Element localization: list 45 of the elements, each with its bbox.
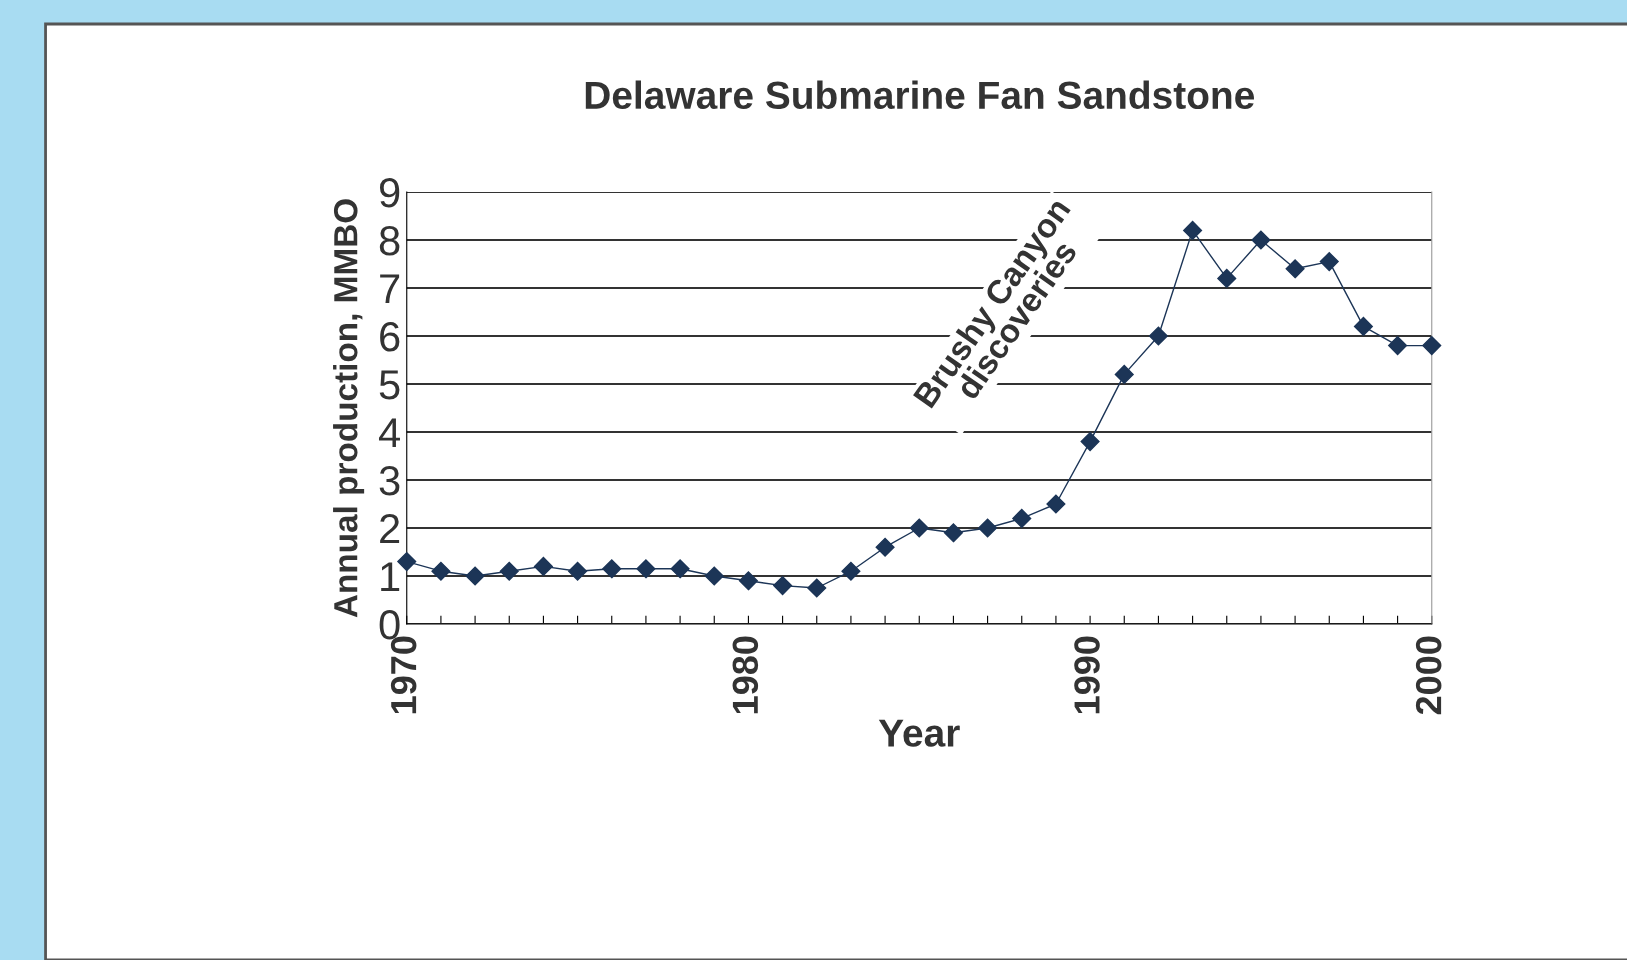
point <box>773 576 793 596</box>
y-tick-label: 2 <box>380 514 400 544</box>
point <box>704 566 724 586</box>
point <box>602 559 622 579</box>
point <box>1319 252 1339 272</box>
point <box>1046 494 1066 514</box>
point <box>1183 220 1203 240</box>
point <box>1422 336 1442 356</box>
point <box>978 518 998 538</box>
y-tick-label: 4 <box>378 418 400 448</box>
point <box>841 561 861 581</box>
point <box>533 556 553 576</box>
point <box>909 518 929 538</box>
point <box>636 559 656 579</box>
point <box>807 578 827 598</box>
y-axis-title: Annual production, MMBO <box>333 199 365 618</box>
y-tick-label: 1 <box>381 562 400 592</box>
point <box>738 571 758 591</box>
point <box>1114 364 1134 384</box>
y-tick-label: 5 <box>379 370 400 400</box>
x-axis-title: Year <box>878 719 960 747</box>
point <box>1217 268 1237 288</box>
point <box>499 561 519 581</box>
point <box>1012 508 1032 528</box>
y-tick-label: 7 <box>380 274 400 304</box>
point <box>431 561 451 581</box>
y-tick-label: 9 <box>379 178 400 208</box>
y-tick-label: 6 <box>380 322 400 352</box>
point <box>1251 230 1271 250</box>
point <box>568 561 588 581</box>
chart-title: Delaware Submarine Fan Sandstone <box>585 80 1254 110</box>
x-tick-label: 2000 <box>1415 636 1442 715</box>
point <box>1388 336 1408 356</box>
x-tick-label: 1990 <box>1074 636 1100 714</box>
x-tick-label: 1980 <box>732 636 759 714</box>
point <box>1285 259 1305 279</box>
point <box>875 537 895 557</box>
point <box>670 559 690 579</box>
y-tick-label: 8 <box>379 226 400 256</box>
point <box>1353 316 1373 336</box>
point <box>1080 432 1100 452</box>
point <box>943 523 963 543</box>
point <box>465 566 485 586</box>
y-tick-label: 3 <box>379 466 400 496</box>
point <box>1148 326 1168 346</box>
